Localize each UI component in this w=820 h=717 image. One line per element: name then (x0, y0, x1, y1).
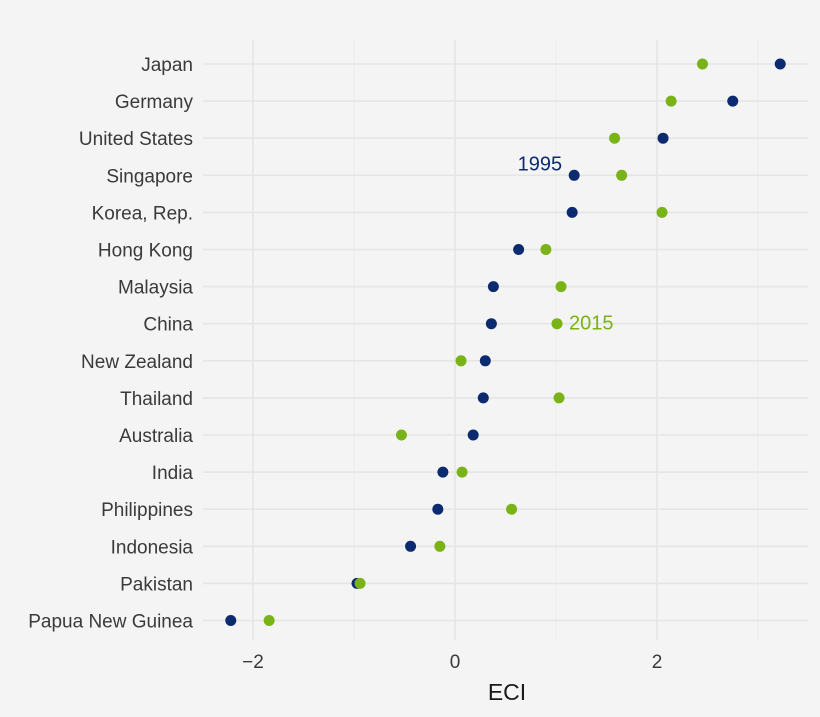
point-2015 (616, 169, 628, 181)
category-label: Pakistan (120, 574, 193, 595)
category-label: Malaysia (118, 278, 193, 299)
category-label: Japan (141, 55, 193, 76)
x-tick-label: −2 (242, 652, 264, 673)
point-2015 (665, 95, 677, 107)
point-1995 (467, 429, 479, 441)
point-2015 (395, 429, 407, 441)
category-label: Thailand (120, 389, 193, 410)
point-2015 (696, 58, 708, 70)
point-2015 (609, 132, 621, 144)
x-axis-title: ECI (488, 679, 526, 705)
annotation-2015: 2015 (569, 313, 614, 335)
point-1995 (477, 392, 489, 404)
category-label: India (152, 463, 194, 484)
x-tick-label: 2 (652, 652, 663, 673)
label-layer: −2 0 2 Japan Germany United States Singapore Ko… (28, 55, 662, 673)
point-1995 (437, 466, 449, 478)
annotation-1995: 1995 (518, 153, 563, 175)
category-label: New Zealand (81, 352, 193, 373)
point-1995 (657, 132, 669, 144)
point-layer (225, 58, 786, 626)
category-label: Papua New Guinea (28, 612, 193, 633)
category-label: Indonesia (111, 537, 194, 558)
category-label: Korea, Rep. (92, 203, 193, 224)
point-2015 (263, 615, 275, 626)
point-1995 (568, 169, 580, 181)
point-2015 (455, 355, 467, 367)
point-1995 (566, 206, 578, 218)
point-2015 (506, 503, 518, 515)
category-label: Australia (119, 426, 193, 447)
point-2015 (354, 577, 366, 589)
x-tick-label: 0 (450, 652, 461, 673)
point-2015 (540, 244, 552, 255)
point-1995 (727, 95, 739, 107)
point-1995 (432, 503, 444, 515)
point-1995 (225, 615, 237, 626)
category-label: Germany (115, 92, 194, 113)
point-2015 (553, 392, 565, 404)
category-label: Singapore (106, 166, 193, 187)
category-label: United States (79, 129, 193, 150)
point-2015 (551, 318, 563, 330)
category-label: China (143, 315, 193, 336)
category-label: Philippines (101, 500, 193, 521)
point-2015 (555, 281, 567, 293)
point-2015 (656, 206, 668, 218)
point-1995 (479, 355, 491, 367)
category-label: Hong Kong (98, 241, 193, 262)
grid-layer (203, 40, 808, 640)
point-2015 (456, 466, 468, 478)
annotation-layer: 1995 2015 (518, 153, 614, 334)
point-2015 (434, 540, 446, 552)
point-1995 (774, 58, 786, 70)
point-1995 (487, 281, 499, 293)
point-1995 (513, 244, 525, 255)
point-1995 (405, 540, 417, 552)
point-1995 (485, 318, 497, 330)
